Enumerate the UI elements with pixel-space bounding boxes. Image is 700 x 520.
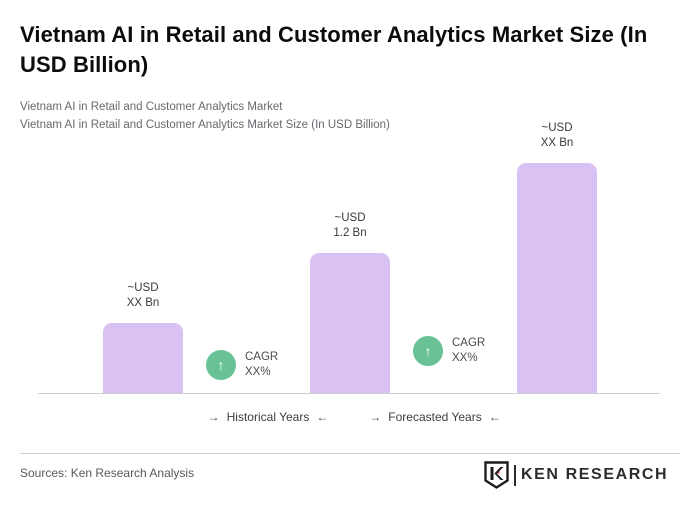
subtitle-line-2: Vietnam AI in Retail and Customer Analyt… — [20, 119, 390, 131]
footer-divider — [20, 453, 680, 454]
ken-research-logo: KEN RESEARCH — [484, 461, 668, 489]
cagr-label: CAGR XX% — [452, 337, 486, 364]
growth-up-arrow-icon: ↑ — [413, 336, 443, 366]
growth-up-arrow-icon: ↑ — [206, 350, 236, 380]
logo-separator — [514, 464, 516, 486]
right-arrow-icon: → — [207, 410, 220, 424]
bar-value-label-3: ~USD XX Bn — [540, 122, 574, 149]
bar-3 — [517, 163, 597, 393]
axis-annotation-text: Historical Years — [226, 410, 310, 424]
bar-value-label-1: ~USD XX Bn — [126, 282, 160, 309]
left-arrow-icon: ← — [488, 410, 501, 424]
x-axis-baseline — [38, 393, 660, 394]
chart-subtitle: Vietnam AI in Retail and Customer Analyt… — [20, 98, 390, 134]
sources-text: Sources: Ken Research Analysis — [20, 466, 195, 480]
axis-annotation-text: Forecasted Years — [388, 410, 482, 424]
axis-annotation-2: → Forecasted Years ← — [369, 410, 500, 424]
axis-annotation-1: → Historical Years ← — [208, 410, 329, 424]
logo-shield-k-icon — [484, 461, 509, 489]
bar-1 — [103, 323, 183, 393]
bar-value-label-2: ~USD 1.2 Bn — [333, 212, 367, 239]
right-arrow-icon: → — [369, 410, 382, 424]
left-arrow-icon: ← — [316, 410, 329, 424]
cagr-badge-1: ↑ CAGR XX% — [206, 350, 278, 380]
page-title: Vietnam AI in Retail and Customer Analyt… — [20, 22, 648, 77]
cagr-badge-2: ↑ CAGR XX% — [413, 336, 485, 366]
subtitle-line-1: Vietnam AI in Retail and Customer Analyt… — [20, 101, 283, 113]
cagr-label: CAGR XX% — [245, 351, 279, 378]
bar-2 — [310, 253, 390, 393]
logo-wordmark: KEN RESEARCH — [521, 466, 669, 483]
